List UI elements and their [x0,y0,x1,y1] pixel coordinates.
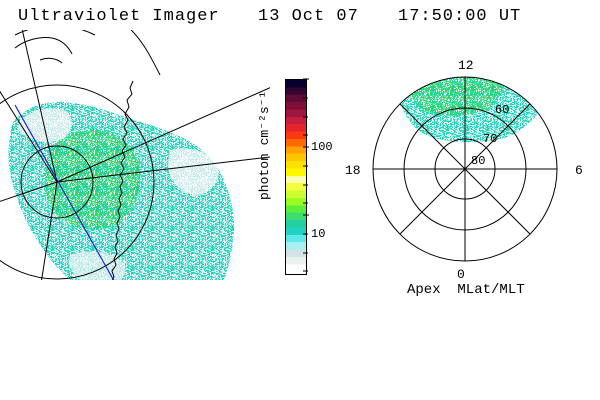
svg-text:6: 6 [575,163,583,178]
svg-text:80: 80 [471,154,485,168]
svg-text:0: 0 [457,267,465,282]
svg-text:70: 70 [483,132,497,146]
svg-text:60: 60 [495,103,509,117]
svg-text:12: 12 [458,58,474,73]
svg-text:18: 18 [345,163,361,178]
